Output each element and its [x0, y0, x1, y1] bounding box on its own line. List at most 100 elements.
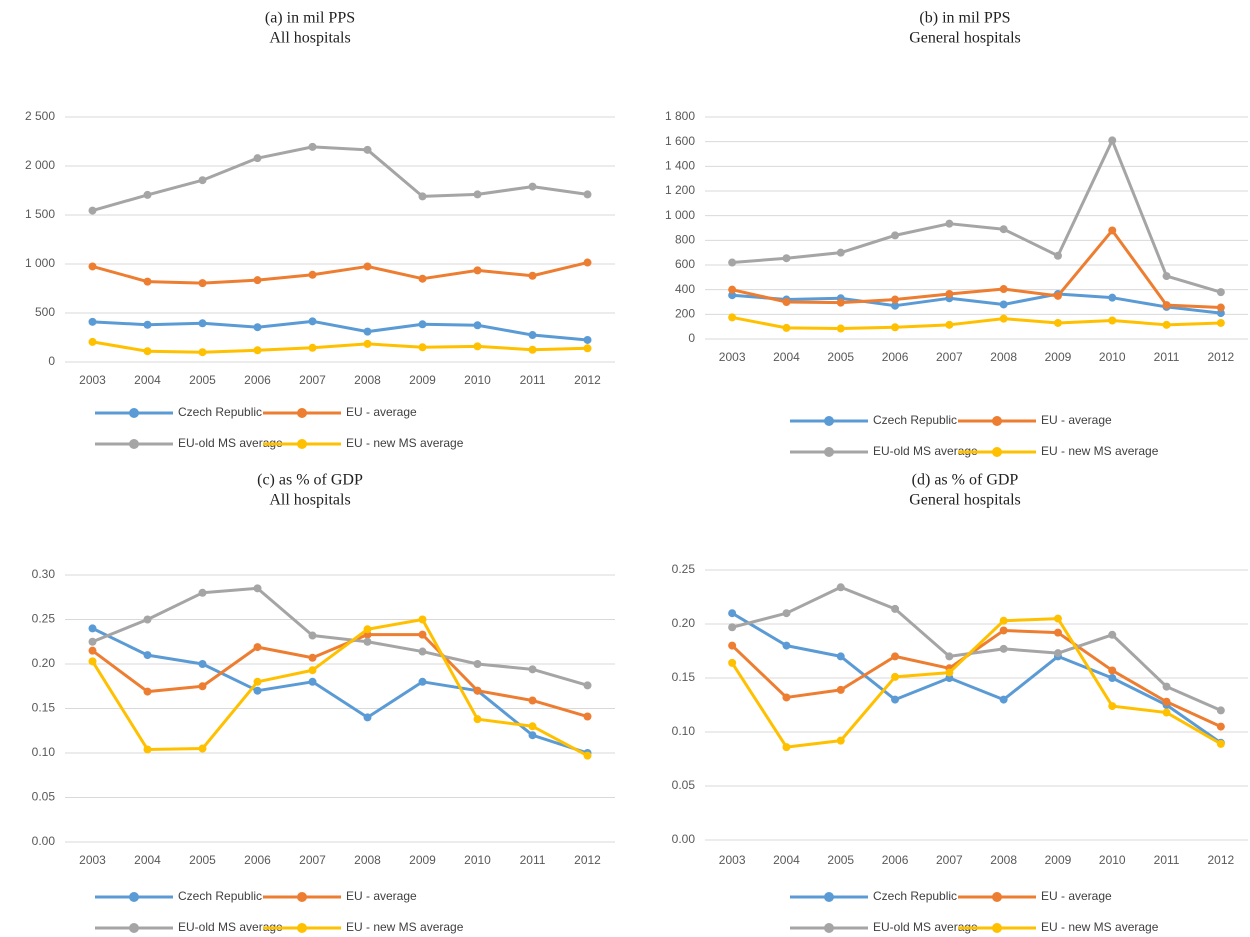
- data-point: [418, 677, 427, 686]
- y-tick-label: 0.10: [32, 745, 56, 759]
- legend-marker: [297, 408, 307, 418]
- x-tick-label: 2011: [520, 853, 546, 867]
- data-point: [143, 651, 152, 660]
- series-line: [92, 261, 588, 285]
- y-tick-label: 0.10: [672, 724, 696, 738]
- x-tick-label: 2006: [882, 853, 909, 867]
- y-tick-label: 0.30: [32, 567, 56, 581]
- data-point: [999, 225, 1008, 234]
- legend-marker: [297, 923, 307, 933]
- x-tick-label: 2005: [189, 373, 216, 387]
- data-point: [143, 347, 152, 356]
- y-tick-label: 0: [688, 331, 695, 345]
- data-point: [891, 301, 900, 310]
- x-tick-label: 2004: [773, 350, 800, 364]
- x-tick-label: 2009: [1045, 853, 1072, 867]
- data-point: [418, 192, 427, 201]
- y-tick-label: 1 200: [665, 183, 695, 197]
- data-point: [528, 731, 537, 740]
- data-point: [308, 317, 317, 326]
- data-point: [583, 335, 592, 344]
- x-tick-label: 2003: [719, 350, 746, 364]
- series-line: [730, 617, 1222, 749]
- data-point: [1053, 628, 1062, 637]
- data-point: [782, 743, 791, 752]
- y-tick-label: 2 000: [25, 158, 55, 172]
- y-tick-label: 1 000: [665, 208, 695, 222]
- data-point: [88, 262, 97, 271]
- x-tick-label: 2004: [134, 373, 161, 387]
- legend-marker: [992, 923, 1002, 933]
- y-tick-label: 0.00: [672, 832, 696, 846]
- legend-label: EU-old MS average: [873, 444, 978, 458]
- data-point: [363, 713, 372, 722]
- data-point: [308, 142, 317, 151]
- data-point: [253, 323, 262, 332]
- series-line: [92, 145, 588, 213]
- legend-marker: [129, 408, 139, 418]
- data-point: [1216, 739, 1225, 748]
- chart-title: (a) in mil PPS: [265, 10, 355, 27]
- data-point: [836, 583, 845, 592]
- data-point: [999, 314, 1008, 323]
- data-point: [1162, 708, 1171, 717]
- legend-label: Czech Republic: [873, 413, 957, 427]
- x-tick-label: 2010: [1099, 350, 1126, 364]
- data-point: [253, 643, 262, 652]
- data-point: [728, 609, 737, 618]
- data-point: [308, 666, 317, 675]
- legend-marker: [129, 892, 139, 902]
- data-point: [999, 616, 1008, 625]
- data-point: [253, 276, 262, 285]
- data-point: [253, 677, 262, 686]
- data-point: [782, 609, 791, 618]
- data-point: [836, 248, 845, 257]
- legend-label: EU - average: [346, 889, 417, 903]
- data-point: [836, 298, 845, 307]
- data-point: [891, 652, 900, 661]
- data-point: [1108, 293, 1117, 302]
- y-tick-label: 0.15: [32, 701, 56, 715]
- x-tick-label: 2008: [990, 853, 1017, 867]
- chart-title: (c) as % of GDP: [257, 472, 363, 489]
- legend-label: EU - new MS average: [1041, 444, 1159, 458]
- y-tick-label: 2 500: [25, 109, 55, 123]
- chart-panel: (a) in mil PPS All hospitals 0 500 1 000 1 50…: [25, 10, 615, 450]
- legend-label: EU - new MS average: [1041, 920, 1159, 934]
- data-point: [891, 672, 900, 681]
- y-tick-label: 0.05: [32, 790, 56, 804]
- data-point: [782, 298, 791, 306]
- data-point: [728, 658, 737, 667]
- x-tick-label: 2004: [773, 853, 800, 867]
- data-point: [473, 190, 482, 199]
- x-tick-label: 2007: [936, 853, 963, 867]
- data-point: [143, 190, 152, 199]
- x-tick-label: 2010: [464, 373, 491, 387]
- x-tick-label: 2007: [299, 853, 326, 867]
- series-line: [732, 292, 1222, 315]
- data-point: [1108, 666, 1117, 675]
- y-tick-label: 1 500: [25, 207, 55, 221]
- legend-marker: [297, 892, 307, 902]
- y-tick-label: 0.15: [672, 670, 696, 684]
- chart-subtitle: General hospitals: [909, 492, 1021, 509]
- data-point: [473, 660, 482, 668]
- series-line: [91, 586, 588, 687]
- y-tick-label: 0.25: [32, 612, 56, 626]
- x-tick-label: 2011: [520, 373, 546, 387]
- data-point: [999, 626, 1008, 635]
- y-tick-label: 1 800: [665, 109, 695, 123]
- x-tick-label: 2011: [1154, 853, 1180, 867]
- chart-panel: (d) as % of GDP General hospitals 0.00 0.05…: [672, 472, 1248, 934]
- legend-label: EU - average: [346, 405, 417, 419]
- data-point: [528, 696, 537, 705]
- legend-label: EU - average: [1041, 889, 1112, 903]
- legend-marker: [824, 447, 834, 457]
- data-point: [473, 715, 482, 724]
- series-line: [92, 340, 588, 354]
- x-tick-label: 2003: [79, 853, 106, 867]
- legend-label: EU - new MS average: [346, 920, 464, 934]
- data-point: [473, 342, 482, 351]
- data-point: [143, 320, 152, 329]
